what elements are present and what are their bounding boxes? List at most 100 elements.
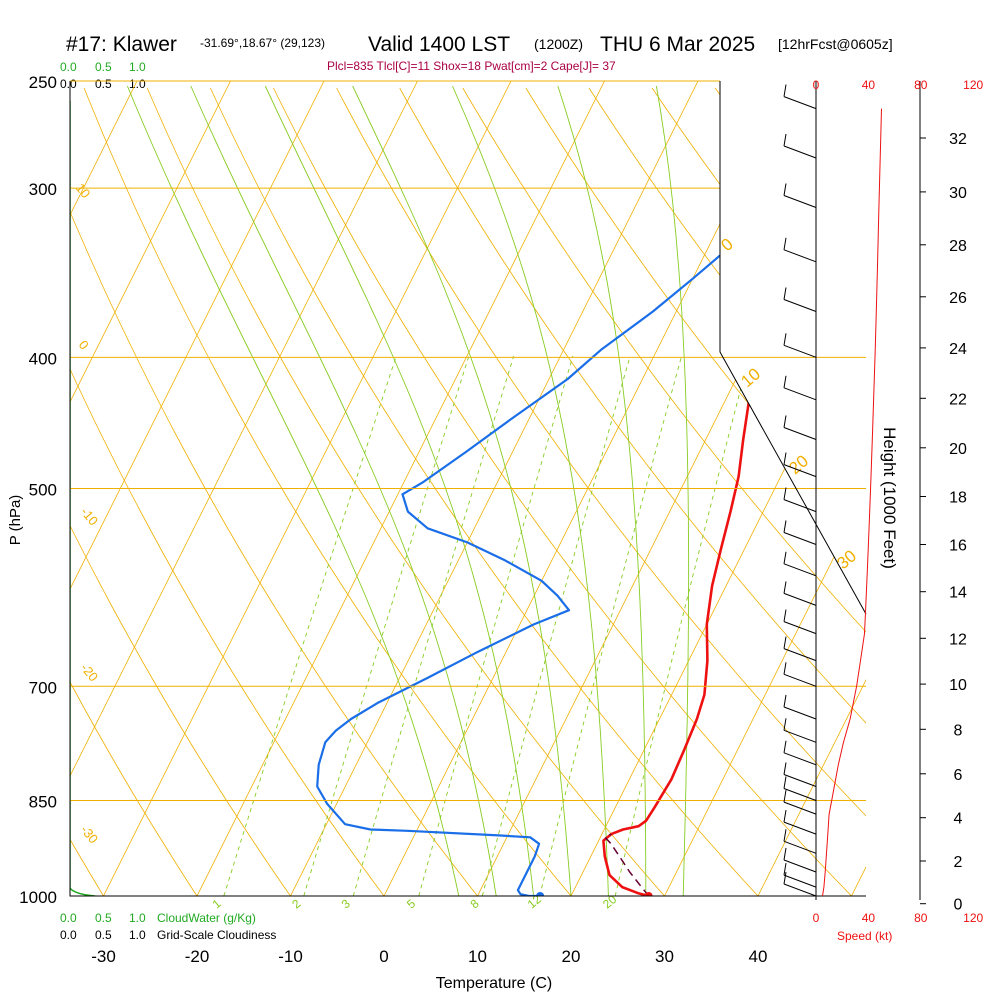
parcel-path [604, 833, 650, 896]
dewpoint-profile [316, 108, 773, 896]
dry-adiabat [70, 87, 198, 896]
speed-tick-label: 80 [914, 911, 928, 925]
wind-barb-staff [783, 499, 817, 513]
dry-adiabat [83, 87, 572, 896]
mixing-ratio-line [539, 355, 683, 896]
wind-barb-flag [783, 333, 787, 346]
speed-tick-label: 120 [963, 911, 983, 925]
height-tick-label: 22 [949, 391, 967, 408]
sounding-profiles [70, 101, 773, 896]
wind-barb [783, 287, 817, 312]
temperature-tick-label: -20 [185, 947, 210, 966]
wind-barb [783, 718, 817, 743]
wind-barb-staff [783, 145, 817, 159]
cloud-water-scale-bottom: 0.0 0.5 1.0 CloudWater (g/Kg) 0.0 0.5 1.… [60, 911, 276, 942]
theta-label: -30 [78, 822, 102, 846]
wind-barb [783, 790, 817, 815]
wind-barb-staff [783, 96, 817, 110]
wind-barb [783, 237, 817, 263]
wind-barb-flag [783, 810, 787, 823]
temperature-tick-label: 10 [468, 947, 487, 966]
wind-barb-flag [783, 581, 787, 594]
surface-dewpoint-marker [536, 892, 545, 896]
valid-time: Valid 1400 LST [368, 33, 510, 56]
cloud-tick: 0.0 [60, 60, 77, 74]
station-title: #17: Klawer [66, 33, 177, 56]
moist-adiabat [557, 85, 647, 896]
dry-adiabat [841, 87, 866, 896]
pressure-tick-label: 850 [29, 793, 57, 812]
cloudiness-tick: 1.0 [129, 77, 146, 91]
wind-barb [783, 829, 817, 854]
height-tick-label: 16 [949, 538, 967, 555]
height-tick-label: 26 [949, 290, 967, 307]
station-coords: -31.69°,18.67° (29,123) [200, 36, 325, 50]
speed-tick-label: 0 [813, 911, 820, 925]
height-tick-label: 14 [949, 585, 967, 602]
wind-barb-staff [783, 673, 817, 687]
wind-panel: 0040408080120120323028262422201816141210… [783, 78, 984, 925]
wind-barb-flag [783, 694, 787, 708]
theta-label: 30 [833, 546, 860, 573]
height-axis-label: Height (1000 Feet) [880, 427, 899, 569]
pressure-tick-label: 400 [29, 349, 57, 368]
wind-barb-staff [783, 706, 817, 720]
wind-barb-flag [783, 520, 787, 533]
wind-barb [783, 609, 817, 635]
wind-barb [783, 520, 817, 545]
plot-frame-edge [719, 81, 867, 615]
cloudiness-tick: 1.0 [129, 928, 146, 942]
speed-tick-label: 0 [813, 78, 820, 92]
mixing-ratio-label: 8 [468, 896, 482, 911]
height-tick-label: 8 [954, 722, 963, 739]
height-tick-label: 24 [949, 341, 967, 358]
wind-barb-flag [783, 287, 787, 300]
wind-barb-staff [783, 621, 817, 635]
dry-adiabat [336, 87, 866, 896]
wind-barb-staff [783, 840, 817, 854]
mixing-ratio-line [223, 355, 397, 896]
wind-barb-flag [783, 487, 787, 500]
wind-barb [783, 375, 817, 401]
wind-barb-flag [783, 776, 787, 789]
speed-tick-label: 120 [963, 78, 983, 92]
theta-label: 10 [73, 180, 94, 201]
mixing-ratio-label: 1 [210, 896, 224, 911]
temperature-tick-label: -10 [278, 947, 303, 966]
wind-barb-flag [783, 762, 787, 775]
wind-barb-flag [783, 636, 787, 649]
dry-adiabat [968, 88, 1000, 896]
wind-barb [783, 762, 817, 787]
wind-barb-flag [783, 863, 787, 876]
wind-barb-staff [783, 344, 817, 358]
surface-temperature-marker [644, 892, 653, 896]
theta-label: -10 [78, 504, 102, 528]
wind-barb-staff [783, 387, 817, 401]
cloudiness-label: Grid-Scale Cloudiness [157, 928, 276, 942]
wind-barb [783, 133, 817, 159]
wind-barb-flag [783, 551, 787, 564]
wind-barb-staff [783, 874, 817, 888]
dry-adiabat [0, 88, 10, 896]
wind-barb-flag [783, 871, 787, 885]
wind-barb-flag [783, 415, 787, 428]
isotherm-line [757, 81, 866, 896]
wind-barb-staff [783, 532, 817, 545]
wind-barb-flag [783, 84, 787, 97]
wind-barb-flag [783, 662, 787, 675]
cloud-tick: 0.5 [95, 60, 112, 74]
temperature-tick-label: 0 [379, 947, 388, 966]
wind-barb-flag [783, 133, 787, 147]
wind-barb-staff [783, 427, 817, 440]
speed-tick-label: 40 [862, 78, 876, 92]
cloud-tick: 1.0 [129, 60, 146, 74]
mixing-ratio-line [352, 355, 515, 896]
stability-indices: Plcl=835 Tlcl[C]=11 Shox=18 Pwat[cm]=2 C… [327, 59, 616, 73]
wind-barb-flag [783, 183, 787, 196]
wind-barb-staff [783, 648, 817, 662]
mixing-ratio-label: 3 [339, 896, 353, 911]
cloud-tick: 1.0 [129, 911, 146, 925]
wind-barb [783, 863, 817, 888]
wind-barb-flag [783, 609, 787, 622]
wind-barb [783, 871, 817, 897]
